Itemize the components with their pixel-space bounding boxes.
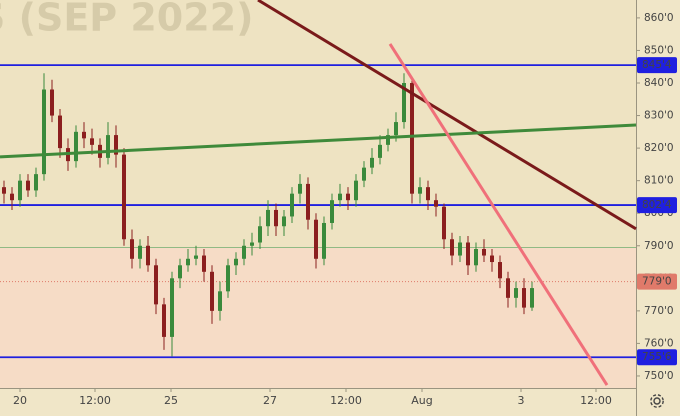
candle-body [442,206,446,240]
candle-body [482,249,486,256]
price-label: 755'6 [642,351,672,363]
candle-body [266,209,270,227]
candle-body [474,249,478,266]
y-tick-label: 850'0 [644,44,674,56]
candle-body [402,83,406,123]
trend-line [388,43,609,386]
candle-body [338,193,342,201]
candle-body [138,245,142,259]
candle-body [226,265,230,292]
candle-body [290,193,294,217]
candle-body [514,288,518,298]
candle-body [490,255,494,263]
candle-body [210,271,214,311]
y-tick-label: 840'0 [644,77,674,89]
candle-body [354,180,358,201]
candle-body [74,131,78,162]
candle-body [282,216,286,227]
candle-body [130,239,134,259]
candle-body [34,174,38,191]
y-tick-label: 830'0 [644,110,674,122]
candle-body [122,154,126,240]
candle-body [146,245,150,266]
candle-body [186,258,190,266]
y-tick-label: 810'0 [644,175,674,187]
candle-body [106,135,110,158]
candle-body [170,278,174,337]
y-tick-label: 770'0 [644,305,674,317]
y-tick-label: 790'0 [644,240,674,252]
x-tick-label: 20 [13,394,27,407]
x-tick-label: 12:00 [330,394,362,407]
upper-zone [0,0,636,247]
candle-body [18,180,22,201]
watermark-title: S (SEP 2022) [0,0,254,40]
y-tick-label: 750'0 [644,370,674,382]
candle-body [506,278,510,298]
candle-body [258,226,262,243]
candle-body [346,193,350,201]
candle-body [410,83,414,194]
candle-body [178,265,182,279]
price-label-box [637,197,677,214]
candle-body [522,288,526,308]
candle-body [26,180,30,191]
candle-body [530,288,534,308]
candle-body [114,135,118,155]
candle-body [90,138,94,145]
candle-body [426,187,430,201]
candle-body [330,200,334,223]
candle-body [370,157,374,168]
candle-body [154,265,158,305]
price-label: 779'0 [642,276,672,288]
trend-line [0,123,637,159]
candle-body [2,187,6,194]
candle-body [394,122,398,136]
settings-icon[interactable] [650,394,664,408]
candle-body [434,200,438,207]
price-label: 845'4 [642,59,672,71]
price-label-box [637,349,677,366]
candle-body [82,131,86,139]
candle-body [42,89,46,175]
x-tick-label: 12:00 [580,394,612,407]
candle-body [378,144,382,158]
candle-body [250,242,254,246]
candle-body [298,183,302,194]
x-tick-label: 12:00 [79,394,111,407]
candle-body [466,242,470,266]
candle-body [306,183,310,220]
y-tick-label: 860'0 [644,12,674,24]
price-label-box [637,57,677,74]
x-tick-label: 3 [518,394,525,407]
x-tick-label: 27 [263,394,277,407]
y-tick-label: 760'0 [644,337,674,349]
candle-body [194,255,198,259]
trend-line [257,0,637,231]
candle-body [314,219,318,259]
candle-body [202,255,206,272]
candle-body [386,135,390,145]
price-label-box [637,273,677,290]
candle-body [10,193,14,201]
x-tick-label: 25 [164,394,178,407]
candle-body [322,222,326,259]
y-tick-label: 820'0 [644,142,674,154]
candle-body [218,291,222,311]
candle-body [234,258,238,266]
candle-body [498,262,502,279]
candle-body [362,167,366,181]
candle-body [450,239,454,256]
candle-body [274,209,278,227]
candle-body [50,89,54,116]
candle-body [242,245,246,259]
candle-body [58,115,62,149]
candle-body [458,242,462,256]
candle-body [418,187,422,194]
price-label: 802'4 [642,199,672,211]
candle-body [162,304,166,337]
x-tick-label: Aug [411,394,432,407]
lower-zone [0,247,636,388]
